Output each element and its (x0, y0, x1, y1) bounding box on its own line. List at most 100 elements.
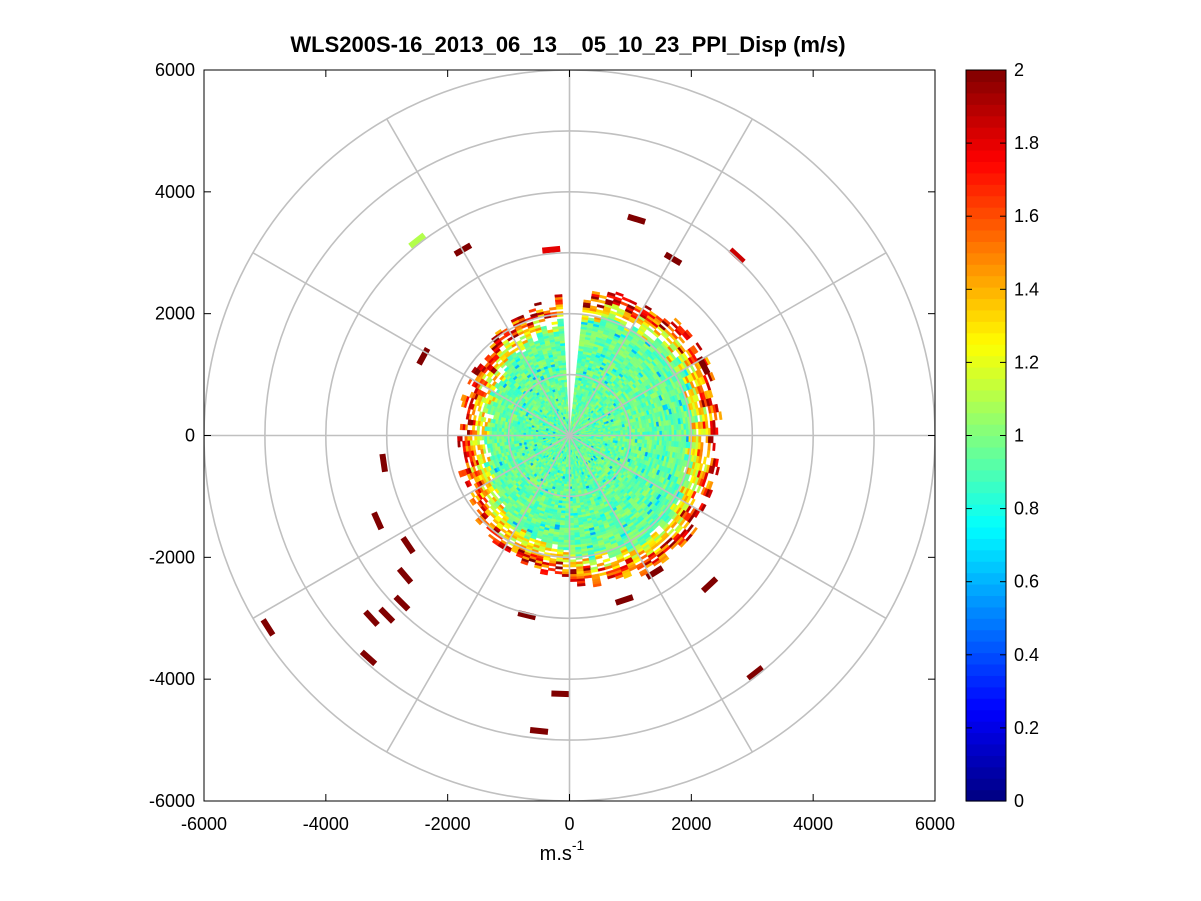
ppi-cell (554, 294, 563, 298)
ppi-cell (709, 371, 716, 381)
ppi-cell (710, 427, 714, 436)
ppi-cell (577, 583, 586, 587)
ppi-cell (704, 420, 709, 429)
ppi-cell (535, 431, 539, 435)
ppi-cell (564, 478, 568, 482)
ppi-cell (563, 483, 568, 487)
ppi-cell (670, 321, 679, 329)
ppi-cell (569, 564, 577, 568)
ppi-cell (523, 430, 527, 434)
ppi-cell (563, 486, 568, 490)
ppi-cell (607, 291, 616, 297)
ppi-cell (562, 500, 567, 504)
ppi-cell (466, 435, 470, 442)
ppi-cell (563, 552, 570, 556)
ppi-cell (676, 429, 680, 436)
ppi-cell (510, 317, 519, 323)
ppi-cell (572, 403, 575, 407)
ppi-cell (557, 318, 564, 322)
ppi-cell (549, 306, 557, 311)
ppi-cell (705, 427, 709, 436)
ppi-cell (569, 573, 578, 578)
ppi-cell (571, 411, 574, 415)
ppi-cell (662, 340, 670, 348)
ppi-cell (712, 419, 716, 429)
ppi-cell (476, 425, 481, 432)
ppi-cell (562, 569, 570, 573)
ppi-cell (563, 542, 570, 546)
ppi-cell (698, 428, 702, 436)
ppi-cell (634, 428, 638, 433)
ppi-cell (555, 561, 564, 565)
ppi-cell (528, 308, 537, 313)
ppi-data-cells (457, 290, 723, 588)
ppi-cell (572, 406, 575, 410)
ppi-cell (569, 547, 576, 551)
ppi-cell (673, 317, 682, 326)
ppi-cell (501, 438, 505, 443)
ppi-cell (459, 423, 464, 431)
ppi-cell (685, 329, 693, 338)
ppi-cell (552, 541, 559, 545)
ppi-cell (569, 576, 578, 580)
ppi-cell (571, 413, 574, 417)
ppi-cell (569, 549, 576, 553)
ppi-cell (532, 431, 536, 434)
ppi-cell (525, 430, 529, 434)
ppi-cell (563, 376, 567, 381)
ppi-cell (569, 537, 576, 541)
ppi-cell (464, 435, 468, 442)
ppi-cell (562, 559, 570, 563)
ppi-cell (457, 440, 461, 448)
ppi-cell (671, 429, 675, 436)
ppi-cell (484, 439, 488, 445)
ppi-cell (489, 342, 497, 349)
ppi-cell (564, 481, 568, 485)
ppi-cell (693, 428, 697, 436)
ppi-cell (569, 539, 576, 543)
ppi-cell (484, 421, 488, 428)
ppi-cell (484, 354, 491, 361)
ppi-cell (572, 398, 576, 403)
ppi-cell (596, 304, 605, 309)
ppi-cell (467, 419, 472, 426)
ppi-cell (499, 374, 505, 381)
ppi-cell (572, 490, 576, 495)
ppi-cell (569, 559, 577, 563)
ppi-cell (686, 429, 690, 436)
ppi-cell (569, 578, 578, 582)
ppi-cell (487, 447, 492, 453)
ppi-cell (563, 490, 567, 495)
ppi-cell (569, 552, 576, 556)
ppi-cell (533, 301, 542, 307)
ppi-cell (471, 425, 476, 431)
ppi-cell (520, 430, 524, 434)
ppi-cell (552, 326, 559, 330)
ppi-cell (695, 342, 703, 351)
ppi-cell (563, 384, 568, 388)
ppi-cell (714, 403, 719, 413)
ppi-cell (678, 429, 682, 436)
ppi-cell (615, 291, 624, 297)
chart-title: WLS200S-16_2013_06_13__05_10_23_PPI_Disp… (290, 32, 845, 57)
ppi-cell (673, 429, 677, 436)
ppi-cell (510, 438, 515, 442)
ppi-cell (563, 544, 570, 548)
ppi-cell (555, 566, 563, 570)
ppi-cell (569, 544, 576, 548)
ppi-cell (563, 535, 570, 539)
ppi-cell (477, 444, 481, 451)
ppi-cell (487, 418, 492, 424)
ppi-cell (570, 418, 573, 422)
ppi-cell (515, 429, 519, 434)
ppi-cell (569, 542, 576, 546)
ppi-cell (562, 564, 570, 568)
ppi-cell (707, 427, 712, 436)
ppi-cell (569, 561, 577, 565)
ppi-cell (572, 500, 577, 504)
ppi-cell (570, 420, 573, 424)
ppi-cell (466, 429, 470, 436)
ppi-cell (569, 535, 576, 539)
ppi-cell (681, 429, 685, 436)
